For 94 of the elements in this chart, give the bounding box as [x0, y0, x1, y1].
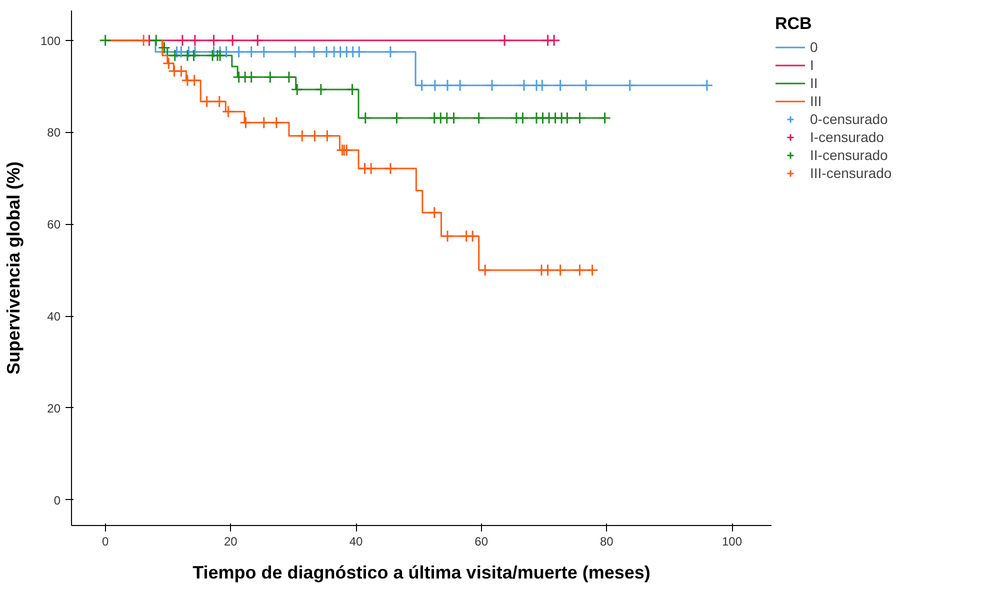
point: [359, 112, 372, 124]
point: [290, 83, 304, 96]
x-tick-label: 0: [102, 534, 110, 548]
point: [222, 105, 234, 118]
legend-title: RCB: [775, 14, 813, 34]
point: [384, 162, 397, 175]
point: [554, 264, 567, 276]
point: [314, 83, 328, 96]
point: [320, 130, 334, 142]
x-tick-label: 20: [224, 534, 238, 548]
point: [162, 57, 175, 70]
point: [220, 46, 233, 58]
point: [213, 95, 226, 108]
point: [390, 112, 403, 124]
point: [176, 34, 189, 47]
point: [554, 79, 567, 92]
point: [150, 34, 162, 47]
point: [239, 116, 252, 129]
point: [188, 46, 202, 58]
point: [560, 112, 574, 124]
point: [516, 112, 529, 124]
point: [478, 264, 492, 276]
point: [428, 206, 441, 219]
point: [187, 49, 200, 62]
point: [214, 49, 226, 62]
x-tick-label: 80: [600, 534, 614, 548]
point: [498, 34, 511, 47]
point: [518, 79, 530, 92]
point: [346, 83, 358, 96]
y-tick-label: 0: [54, 493, 61, 508]
point: [624, 79, 636, 92]
point: [208, 34, 220, 47]
point: [288, 46, 302, 58]
point: [548, 34, 560, 47]
x-tick-label: 100: [722, 534, 742, 548]
x-tick-label: 60: [474, 534, 488, 548]
point: [428, 79, 442, 92]
point: [308, 130, 321, 142]
point: [245, 46, 258, 58]
point: [188, 34, 202, 47]
point: [472, 112, 486, 124]
point: [188, 74, 201, 87]
point: [99, 34, 112, 47]
point: [536, 79, 548, 92]
point: [308, 46, 320, 58]
point: [448, 112, 460, 124]
point: [486, 79, 498, 92]
y-tick-label: 80: [47, 126, 61, 140]
point: [598, 112, 612, 124]
point: [441, 230, 454, 242]
point: [137, 34, 150, 47]
point: [340, 144, 353, 156]
legend-label: III: [810, 93, 823, 109]
legend-label: I: [810, 57, 815, 73]
point: [296, 130, 308, 142]
legend-label: 0: [810, 39, 819, 55]
point: [384, 46, 397, 58]
legend-label: I-censurado: [810, 129, 884, 145]
point: [416, 79, 428, 92]
point: [466, 230, 479, 242]
point: [226, 34, 239, 47]
legend-label: 0-censurado: [810, 111, 888, 127]
point: [158, 41, 170, 54]
point: [586, 264, 599, 276]
point: [580, 79, 592, 92]
point: [232, 46, 246, 58]
y-tick-label: 100: [40, 34, 61, 48]
point: [282, 70, 296, 84]
y-tick-label: 60: [47, 218, 61, 232]
point: [245, 70, 258, 84]
point: [200, 95, 214, 108]
x-axis-title: Tiempo de diagnóstico a última visita/muerte (meses): [192, 562, 650, 582]
point: [168, 49, 182, 62]
point: [542, 264, 554, 276]
point: [270, 116, 283, 129]
y-tick-label: 20: [47, 401, 61, 416]
point: [264, 70, 276, 84]
point: [258, 46, 270, 58]
point: [352, 46, 366, 58]
y-tick-label: 40: [47, 310, 61, 324]
point: [441, 79, 454, 92]
point: [258, 116, 270, 129]
legend-label: III-censurado: [810, 165, 892, 181]
point: [251, 34, 264, 47]
point: [454, 79, 466, 92]
point: [700, 79, 714, 92]
legend-label: II-censurado: [810, 147, 888, 163]
point: [174, 64, 188, 78]
x-tick-label: 40: [349, 534, 364, 548]
point: [573, 112, 586, 124]
point: [364, 162, 378, 175]
point: [573, 264, 586, 276]
y-axis-title: Supervivencia global (%): [3, 161, 24, 375]
legend-label: II: [810, 75, 819, 91]
